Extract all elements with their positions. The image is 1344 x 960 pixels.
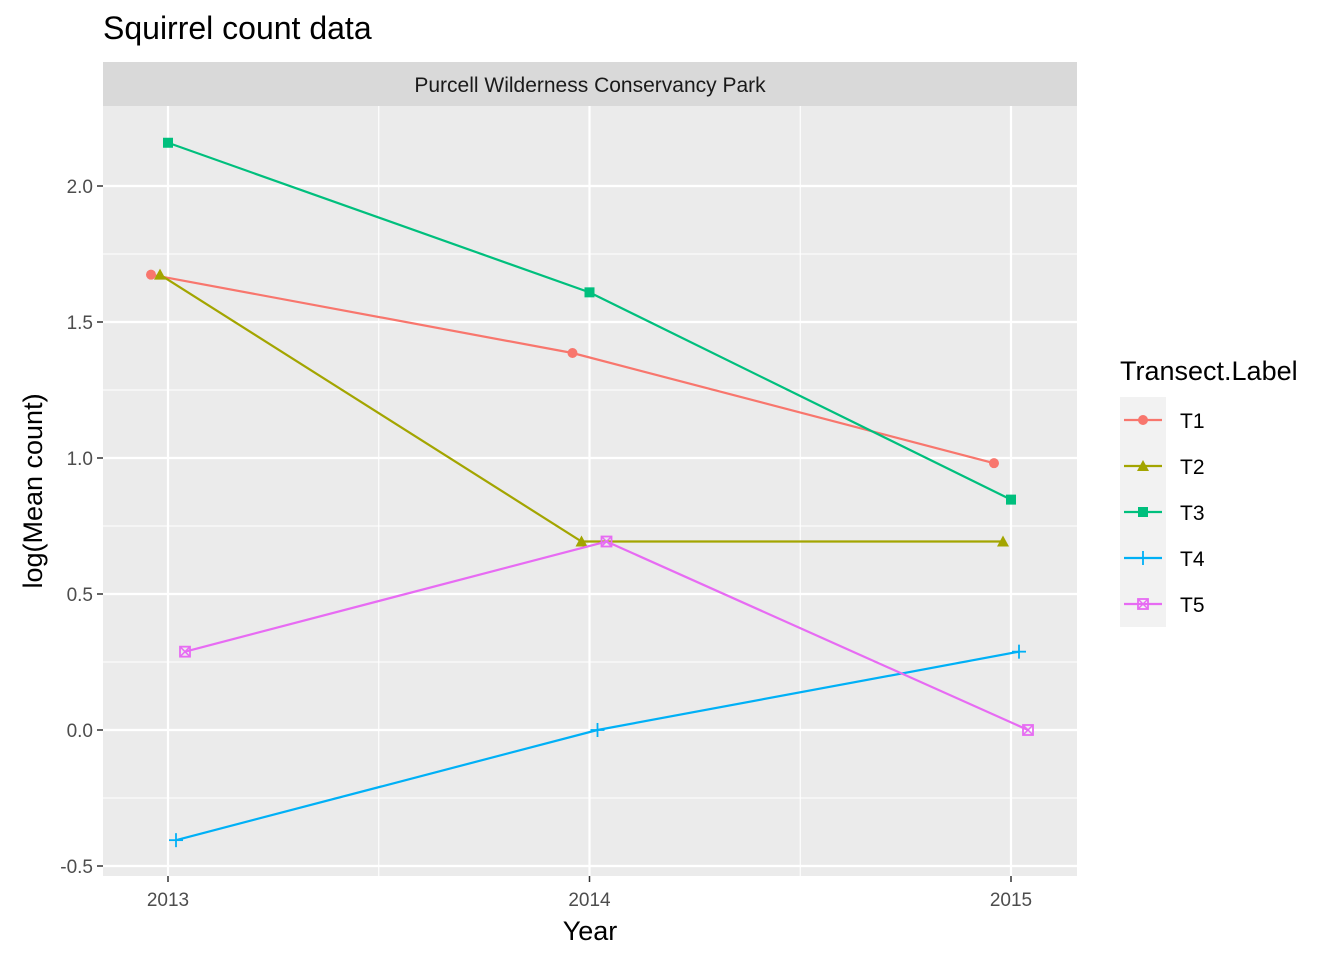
marker-stroke — [600, 535, 613, 548]
data-point-T5-2013 — [179, 645, 191, 658]
legend-key-marker — [1138, 507, 1148, 517]
axes: -0.5 0.0 0.5 1.0 1.5 2.0 2013 2014 2015 — [60, 177, 1032, 911]
series-T5 — [179, 535, 1034, 736]
y-tick-label: -0.5 — [60, 857, 93, 878]
data-point-T2-2014 — [575, 535, 588, 547]
marker-stroke — [179, 646, 191, 658]
y-tick-label: 2.0 — [67, 177, 93, 198]
x-tick-label: 2015 — [990, 890, 1032, 911]
marker-stroke — [1137, 598, 1149, 610]
marker-stroke — [1022, 724, 1034, 736]
data-point-T2-2013 — [154, 268, 166, 280]
y-tick-label: 0.0 — [67, 721, 93, 742]
legend-title: Transect.Label — [1120, 356, 1298, 386]
legend-key-marker — [1137, 598, 1149, 610]
legend-label: T2 — [1180, 456, 1205, 479]
data-point-T5-2014 — [600, 535, 613, 548]
data-point-T4-2014 — [590, 723, 605, 737]
legend-item-T2: T2 — [1124, 456, 1205, 479]
legend-label: T5 — [1180, 594, 1205, 617]
x-tick-label: 2013 — [147, 890, 189, 911]
marker-stroke — [1022, 724, 1034, 736]
data-point-T2-2015 — [997, 535, 1009, 547]
data-point-T3-2015 — [1006, 494, 1016, 505]
data-point-T1-2015 — [989, 458, 999, 469]
series-layer — [146, 137, 1034, 848]
data-point-T3-2014 — [584, 287, 595, 298]
series-T4 — [169, 644, 1026, 848]
legend-item-T5: T5 — [1124, 594, 1205, 617]
data-point-T4-2015 — [1012, 644, 1026, 659]
series-T2 — [154, 268, 1009, 547]
x-axis-title: Year — [563, 916, 618, 946]
legend-item-T1: T1 — [1124, 410, 1205, 433]
legend-key-marker — [1136, 551, 1150, 565]
legend-key-marker — [1138, 415, 1148, 425]
series-T3 — [163, 137, 1016, 505]
chart-title: Squirrel count data — [103, 10, 372, 46]
y-tick-label: 1.5 — [67, 313, 93, 334]
data-point-T1-2014 — [567, 348, 578, 359]
y-axis-title: log(Mean count) — [18, 393, 48, 588]
legend-label: T1 — [1180, 410, 1205, 433]
data-point-T1-2013 — [146, 269, 156, 280]
series-T1 — [146, 269, 999, 469]
legend-item-T4: T4 — [1124, 548, 1205, 571]
marker-stroke — [179, 645, 191, 658]
legend-item-T3: T3 — [1124, 502, 1205, 525]
marker-stroke — [1137, 598, 1149, 610]
grid-lines — [103, 106, 1077, 876]
facet-strip — [103, 62, 1077, 106]
x-tick-label: 2014 — [568, 890, 611, 911]
legend-label: T4 — [1180, 548, 1205, 571]
data-point-T4-2013 — [169, 833, 183, 848]
legend: Transect.Label T1 T2 T3 T4 T5 — [1120, 356, 1298, 627]
data-point-T5-2015 — [1022, 724, 1034, 736]
marker-stroke — [600, 535, 613, 548]
data-point-T3-2013 — [163, 137, 173, 148]
y-tick-label: 0.5 — [67, 585, 93, 606]
facet-label: Purcell Wilderness Conservancy Park — [414, 74, 766, 97]
legend-key-marker — [1137, 460, 1149, 471]
legend-label: T3 — [1180, 502, 1205, 525]
y-tick-label: 1.0 — [67, 449, 93, 470]
